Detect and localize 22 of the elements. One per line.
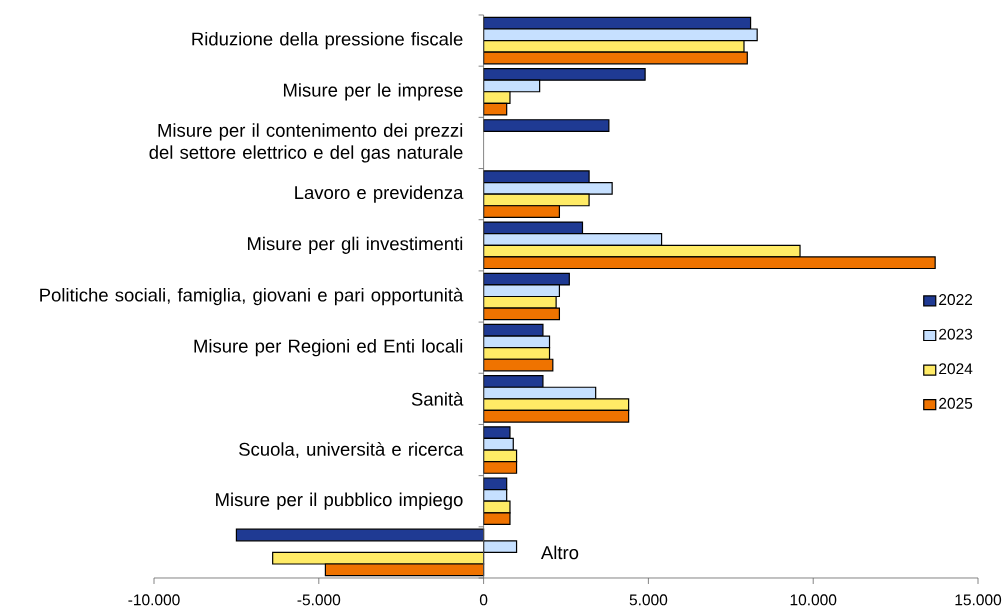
x-tick-label: 5.000 <box>629 594 668 606</box>
y-tick-label: Misure per le imprese <box>283 83 463 101</box>
y-tick-label: Riduzione della pressione fiscale <box>192 31 463 50</box>
y-tick-label: Politiche sociali, famiglia, giovani e pari opportunità <box>40 287 464 306</box>
legend-label: 2023 <box>939 328 973 340</box>
legend-label: 2025 <box>939 397 973 409</box>
x-tick-label: 0 <box>479 594 488 606</box>
x-tick-label: -10.000 <box>128 594 180 606</box>
y-tick-label: Lavoro e previdenza <box>295 185 464 203</box>
y-tick-label: Misure per gli investimenti <box>247 236 463 254</box>
x-tick-label: 15.000 <box>955 594 1002 606</box>
y-tick-label: Misure per il pubblico impiego <box>216 492 463 510</box>
x-tick-label: -5.000 <box>297 594 341 606</box>
y-tick-label: Altro <box>540 545 579 560</box>
legend-label: 2022 <box>939 294 973 306</box>
y-tick-label: Scuola, università e ricerca <box>239 442 464 459</box>
y-tick-label: Misure per il contenimento dei prezzi del settore elettrico e del gas naturale <box>149 123 463 163</box>
bar <box>483 119 610 132</box>
x-tick-label: 10.000 <box>790 594 837 606</box>
legend-label: 2024 <box>939 363 973 375</box>
y-tick-label: Sanità <box>411 391 464 406</box>
y-tick-label: Misure per Regioni ed Enti locali <box>194 339 463 357</box>
